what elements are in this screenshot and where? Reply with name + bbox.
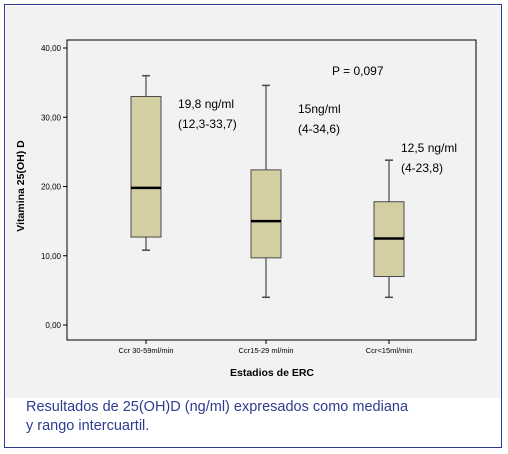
median-annotation: 15ng/ml <box>298 102 341 116</box>
y-tick-label: 10,00 <box>41 252 62 261</box>
p-value-label: P = 0,097 <box>332 64 384 78</box>
box-group <box>373 159 405 299</box>
y-axis-title: Vitamina 25(OH) D <box>15 140 27 232</box>
median-annotation: 19,8 ng/ml <box>178 97 234 111</box>
median-annotation: (4-23,8) <box>401 161 443 175</box>
box-group <box>130 74 162 251</box>
y-tick-label: 20,00 <box>41 183 62 192</box>
y-tick-label: 30,00 <box>41 113 62 122</box>
caption-line-2: y rango intercuartil. <box>26 418 150 434</box>
x-axis-title: Estadios de ERC <box>230 367 314 379</box>
box-series <box>130 74 405 299</box>
median-annotation: 12,5 ng/ml <box>401 141 457 155</box>
iqr-box <box>130 95 162 238</box>
annotations: 19,8 ng/ml (12,3-33,7) 15ng/ml (4-34,6) 12,5… <box>178 97 457 175</box>
iqr-box <box>250 169 282 259</box>
median-annotation: (4-34,6) <box>298 122 340 136</box>
y-tick-label: 0,00 <box>45 321 61 330</box>
median-annotation: (12,3-33,7) <box>178 117 237 131</box>
figure-caption: Resultados de 25(OH)D (ng/ml) expresados… <box>26 398 466 436</box>
x-tick-label: Ccr<15ml/min <box>366 346 412 355</box>
boxplot-chart: 0,00 10,00 20,00 30,00 40,00 Ccr 30-59ml/min… <box>15 39 477 379</box>
x-axis: Ccr 30-59ml/min Ccr15-29 ml/min Ccr<15ml/m… <box>118 340 412 355</box>
y-axis: 0,00 10,00 20,00 30,00 40,00 <box>41 44 67 330</box>
x-tick-label: Ccr 30-59ml/min <box>118 346 173 355</box>
caption-line-1: Resultados de 25(OH)D (ng/ml) expresados… <box>26 399 409 415</box>
box-group <box>250 84 282 299</box>
x-tick-label: Ccr15-29 ml/min <box>238 346 293 355</box>
y-tick-label: 40,00 <box>41 44 62 53</box>
